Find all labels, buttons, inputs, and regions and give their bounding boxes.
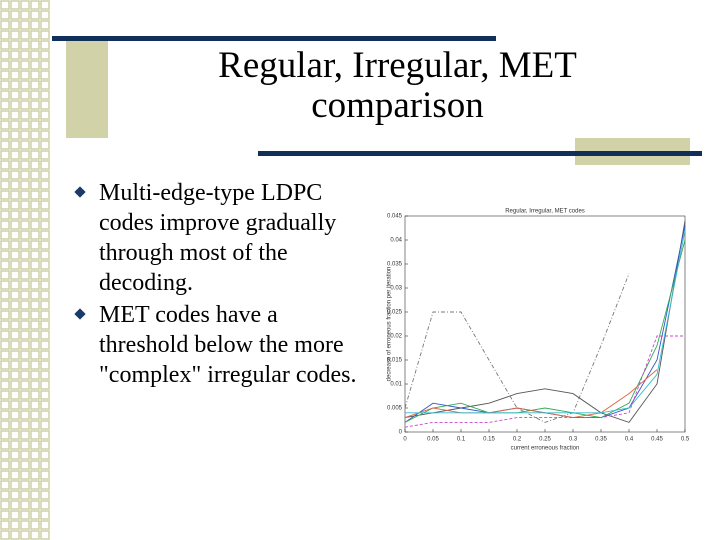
x-tick-label: 0.4 [625,437,634,443]
x-tick-label: 0.5 [681,437,690,443]
bullet: MET codes have a threshold below the mor… [76,300,368,390]
title-line: comparison [311,85,484,126]
y-tick-label: 0.03 [390,286,402,292]
y-tick-label: 0.045 [387,214,403,220]
x-tick-label: 0.1 [457,437,466,443]
chart: Regular, Irregular, MET codes current er… [387,209,690,452]
y-tick-label: 0.035 [387,262,403,268]
x-tick-label: 0 [403,437,407,443]
series-line [404,220,686,423]
bullet: Multi-edge-type LDPC codes improve gradu… [76,178,368,298]
x-tick-label: 0.25 [539,437,551,443]
series-line [404,239,686,423]
x-tick-label: 0.45 [651,437,663,443]
bullet-list: Multi-edge-type LDPC codes improve gradu… [76,178,368,392]
y-tick-label: 0 [399,430,403,436]
series-line [404,273,630,423]
y-tick-label: 0.01 [390,382,402,388]
y-tick-label: 0.005 [387,406,403,412]
rule [258,151,702,156]
x-tick-label: 0.15 [483,437,495,443]
x-tick-label: 0.3 [569,437,578,443]
chart-title: Regular, Irregular, MET codes [505,209,585,215]
y-tick-label: 0.02 [390,334,402,340]
plot-area [404,215,686,433]
series-line [404,369,658,419]
x-tick-label: 0.2 [513,437,522,443]
y-tick-label: 0.015 [387,358,403,364]
series-line [405,230,686,414]
x-tick-label: 0.05 [427,437,439,443]
slide-title: Regular, Irregular, MET comparison [150,46,645,126]
y-tick-label: 0.04 [390,238,402,244]
x-tick-label: 0.35 [595,437,607,443]
y-tick-label: 0.025 [387,310,403,316]
checker-strip [0,0,50,540]
x-axis-label: current erroneous fraction [511,446,580,452]
title-line: Regular, Irregular, MET [218,45,577,86]
rule [52,36,496,41]
y-axis-label: decrease of erroneous fraction per itera… [387,267,393,382]
accent-box [66,40,108,138]
series-line [404,335,685,428]
